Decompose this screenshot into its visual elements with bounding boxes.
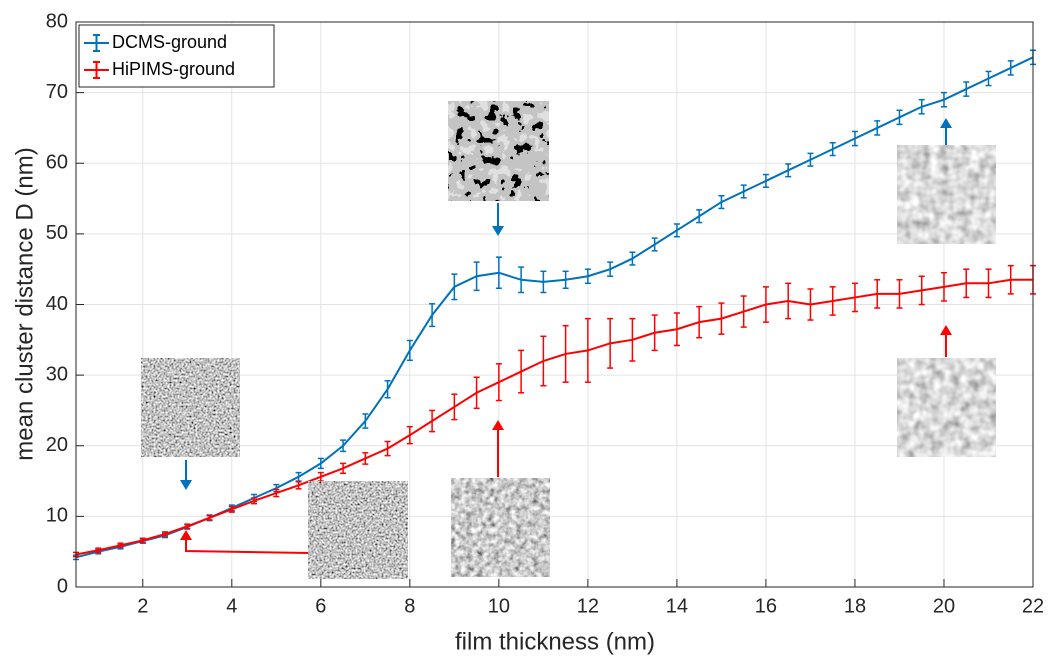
y-tick-label: 40 xyxy=(46,293,68,315)
x-tick-label: 12 xyxy=(577,595,599,617)
sem-inset xyxy=(448,101,549,201)
series-layer xyxy=(73,49,1036,561)
y-tick-label: 30 xyxy=(46,363,68,385)
x-tick-label: 2 xyxy=(137,595,148,617)
x-tick-label: 8 xyxy=(404,595,415,617)
series-line xyxy=(75,278,1033,556)
legend: DCMS-ground HiPIMS-ground xyxy=(78,24,275,88)
arrow-head xyxy=(940,325,952,335)
arrow xyxy=(185,538,309,554)
y-axis-label: mean cluster distance D (nm) xyxy=(11,147,38,460)
legend-label: DCMS-ground xyxy=(112,32,227,52)
arrow-head xyxy=(492,226,504,236)
arrows xyxy=(180,118,952,554)
axes-frame: 0 10 20 30 40 50 60 70 80 2 4 6 8 10 12 14 16 18 20 22 xyxy=(46,10,1044,617)
sem-inset xyxy=(141,358,240,457)
x-tick-label: 18 xyxy=(844,595,866,617)
plot-frame xyxy=(75,21,1034,588)
x-tick-label: 16 xyxy=(755,595,777,617)
sem-inset xyxy=(451,478,550,577)
y-tick-label: 50 xyxy=(46,222,68,244)
arrow-head xyxy=(180,530,192,540)
insets xyxy=(141,101,996,579)
x-tick-label: 14 xyxy=(666,595,688,617)
x-tick-label: 4 xyxy=(226,595,237,617)
grid xyxy=(76,21,1034,588)
sem-inset xyxy=(897,145,996,244)
series-line xyxy=(75,56,1034,559)
y-tick-label: 80 xyxy=(46,10,68,32)
y-tick-label: 60 xyxy=(46,152,68,174)
y-tick-label: 70 xyxy=(46,81,68,103)
sem-inset xyxy=(897,358,996,457)
arrow-head xyxy=(180,480,192,490)
arrow-head xyxy=(492,420,504,430)
x-tick-label: 20 xyxy=(933,595,955,617)
x-tick-label: 10 xyxy=(488,595,510,617)
legend-label: HiPIMS-ground xyxy=(112,59,235,79)
legend-symbol xyxy=(84,34,109,52)
y-tick-label: 0 xyxy=(57,575,68,597)
x-axis-label: film thickness (nm) xyxy=(455,628,655,655)
legend-symbol xyxy=(84,61,109,79)
y-tick-label: 20 xyxy=(46,434,68,456)
y-tick-label: 10 xyxy=(46,505,68,527)
arrow-head xyxy=(940,118,952,128)
legend-box xyxy=(78,24,275,88)
sem-inset xyxy=(308,481,408,579)
x-tick-label: 6 xyxy=(315,595,326,617)
x-tick-label: 22 xyxy=(1022,595,1044,617)
